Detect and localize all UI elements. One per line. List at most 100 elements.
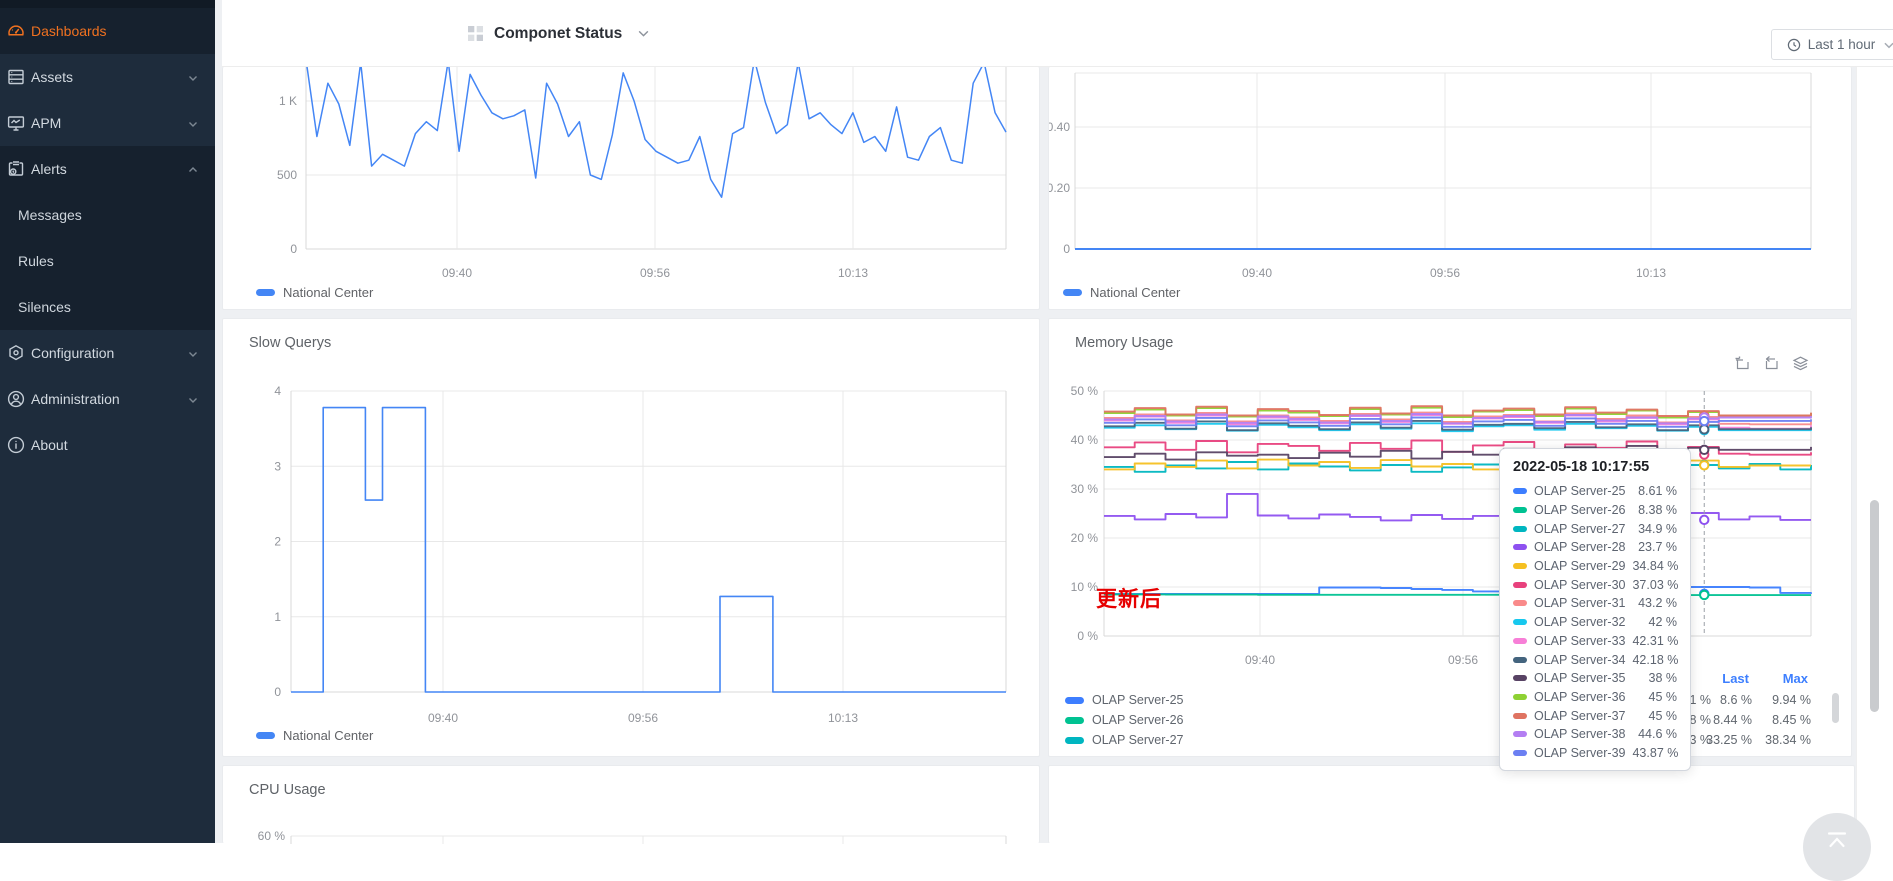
- sidebar-item-administration[interactable]: Administration: [0, 376, 215, 422]
- legend-item-national-center[interactable]: National Center: [256, 285, 373, 300]
- legend-label: National Center: [283, 285, 374, 300]
- sidebar-item-label: APM: [31, 115, 62, 131]
- monitor-chart-icon: [6, 113, 26, 133]
- legend-scrollbar-thumb[interactable]: [1832, 693, 1839, 723]
- svg-text:09:56: 09:56: [628, 711, 658, 725]
- series-swatch: [1513, 525, 1527, 532]
- series-last-value: 8.44 %: [1713, 713, 1752, 727]
- series-max-value: 8.45 %: [1772, 713, 1811, 727]
- time-range-button[interactable]: Last 1 hour: [1771, 29, 1893, 60]
- series-value: 34.9 %: [1638, 521, 1677, 536]
- legend-swatch: [1063, 289, 1082, 296]
- series-swatch: [1513, 749, 1527, 756]
- sidebar-item-apm[interactable]: APM: [0, 100, 215, 146]
- series-value: 34.84 %: [1632, 559, 1679, 574]
- series-value: 43.87 %: [1632, 745, 1679, 760]
- svg-text:60 %: 60 %: [258, 829, 286, 843]
- legend-swatch: [256, 732, 275, 739]
- legend-table-row[interactable]: OLAP Server-26 8.38 % 8.44 % 8.45 %: [1049, 711, 1853, 731]
- series-value: 42.31 %: [1632, 633, 1679, 648]
- svg-text:2: 2: [274, 535, 281, 549]
- zoom-select-icon[interactable]: [1734, 355, 1751, 377]
- chevron-up-icon: [187, 163, 199, 175]
- series-value: 43.2 %: [1638, 596, 1677, 611]
- sidebar-item-label: Alerts: [31, 161, 67, 177]
- series-name: OLAP Server-31: [1534, 596, 1626, 611]
- series-value: 38 %: [1648, 671, 1678, 686]
- sidebar-item-alerts[interactable]: Alerts: [0, 146, 215, 192]
- series-name: OLAP Server-33: [1534, 633, 1626, 648]
- page-scrollbar-thumb[interactable]: [1870, 500, 1879, 712]
- series-swatch: [1513, 693, 1527, 700]
- sidebar-item-assets[interactable]: Assets: [0, 54, 215, 100]
- sidebar-subitem-label: Rules: [18, 253, 54, 269]
- series-swatch: [1513, 637, 1527, 644]
- series-swatch: [1513, 488, 1527, 495]
- error-rate-chart[interactable]: 0.40 0.20 0 09:40 09:56 10:13: [1047, 67, 1853, 310]
- sidebar-item-silences[interactable]: Silences: [0, 284, 215, 330]
- legend-item-national-center[interactable]: National Center: [256, 728, 373, 743]
- series-value: 8.38 %: [1638, 503, 1677, 518]
- sidebar-item-about[interactable]: About: [0, 422, 215, 468]
- server-rack-icon: [6, 67, 26, 87]
- sidebar-top-strip: [0, 0, 215, 8]
- cpu-usage-chart[interactable]: 60 %: [223, 766, 1041, 844]
- svg-text:10:13: 10:13: [838, 266, 868, 280]
- series-name: OLAP Server-25: [1534, 484, 1626, 499]
- svg-text:500: 500: [277, 168, 297, 182]
- svg-text:10:13: 10:13: [828, 711, 858, 725]
- column-header-max[interactable]: Max: [1782, 671, 1808, 686]
- legend-table-row[interactable]: OLAP Server-25 8.61 % 8.6 % 9.94 %: [1049, 691, 1853, 711]
- series-name: OLAP Server-35: [1534, 671, 1626, 686]
- legend-swatch: [256, 289, 275, 296]
- chevron-down-icon: [187, 117, 199, 129]
- column-header-last[interactable]: Last: [1722, 671, 1749, 686]
- layers-icon[interactable]: [1792, 355, 1809, 377]
- series-name: OLAP Server-32: [1534, 615, 1626, 630]
- back-to-top-button[interactable]: [1803, 813, 1871, 881]
- series-value: 23.7 %: [1638, 540, 1677, 555]
- svg-text:0.40: 0.40: [1049, 120, 1070, 134]
- tooltip-row: OLAP Server-30 37.03 %: [1513, 575, 1679, 594]
- tooltip-row: OLAP Server-28 23.7 %: [1513, 538, 1677, 557]
- series-swatch: [1513, 656, 1527, 663]
- zoom-restore-icon[interactable]: [1763, 355, 1780, 377]
- series-swatch: [1513, 731, 1527, 738]
- series-swatch: [1065, 716, 1084, 724]
- svg-text:3: 3: [274, 459, 281, 473]
- series-last-value: 8.6 %: [1720, 693, 1752, 707]
- sidebar-item-configuration[interactable]: Configuration: [0, 330, 215, 376]
- requests-chart[interactable]: 1 K 500 0 09:40 09:56 10:13: [223, 58, 1041, 310]
- series-name: OLAP Server-25: [1092, 693, 1184, 707]
- series-value: 8.61 %: [1638, 484, 1677, 499]
- title-chevron-down-icon[interactable]: [637, 27, 650, 40]
- series-swatch: [1513, 675, 1527, 682]
- series-name: OLAP Server-36: [1534, 689, 1626, 704]
- dashboard-title[interactable]: Componet Status: [494, 24, 623, 42]
- sidebar-item-messages[interactable]: Messages: [0, 192, 215, 238]
- chevron-down-icon: [187, 393, 199, 405]
- series-value: 37.03 %: [1632, 577, 1679, 592]
- legend-item-national-center[interactable]: National Center: [1063, 285, 1180, 300]
- svg-text:20 %: 20 %: [1071, 531, 1099, 545]
- svg-text:30 %: 30 %: [1071, 482, 1099, 496]
- svg-text:10 %: 10 %: [1071, 580, 1099, 594]
- tooltip-row: OLAP Server-38 44.6 %: [1513, 725, 1677, 744]
- panel-title: CPU Usage: [249, 782, 326, 798]
- sidebar-item-dashboards[interactable]: Dashboards: [0, 8, 215, 54]
- slow-querys-chart[interactable]: 4 3 2 1 0 09:40 09:56 10:13: [223, 319, 1041, 758]
- svg-text:09:56: 09:56: [640, 266, 670, 280]
- series-name: OLAP Server-37: [1534, 708, 1626, 723]
- svg-text:50 %: 50 %: [1071, 384, 1099, 398]
- chevron-down-icon: [187, 71, 199, 83]
- tooltip-timestamp: 2022-05-18 10:17:55: [1513, 459, 1650, 475]
- sidebar-item-rules[interactable]: Rules: [0, 238, 215, 284]
- tooltip-row: OLAP Server-29 34.84 %: [1513, 557, 1679, 576]
- annotation-text: 更新后: [1096, 588, 1162, 611]
- series-name: OLAP Server-26: [1092, 713, 1184, 727]
- sidebar-item-label: Assets: [31, 69, 74, 85]
- svg-text:0: 0: [290, 242, 297, 256]
- sidebar-item-label: Dashboards: [31, 23, 107, 39]
- memory-tooltip-rows: OLAP Server-25 8.61 % OLAP Server-26 8.38 %…: [1513, 482, 1679, 762]
